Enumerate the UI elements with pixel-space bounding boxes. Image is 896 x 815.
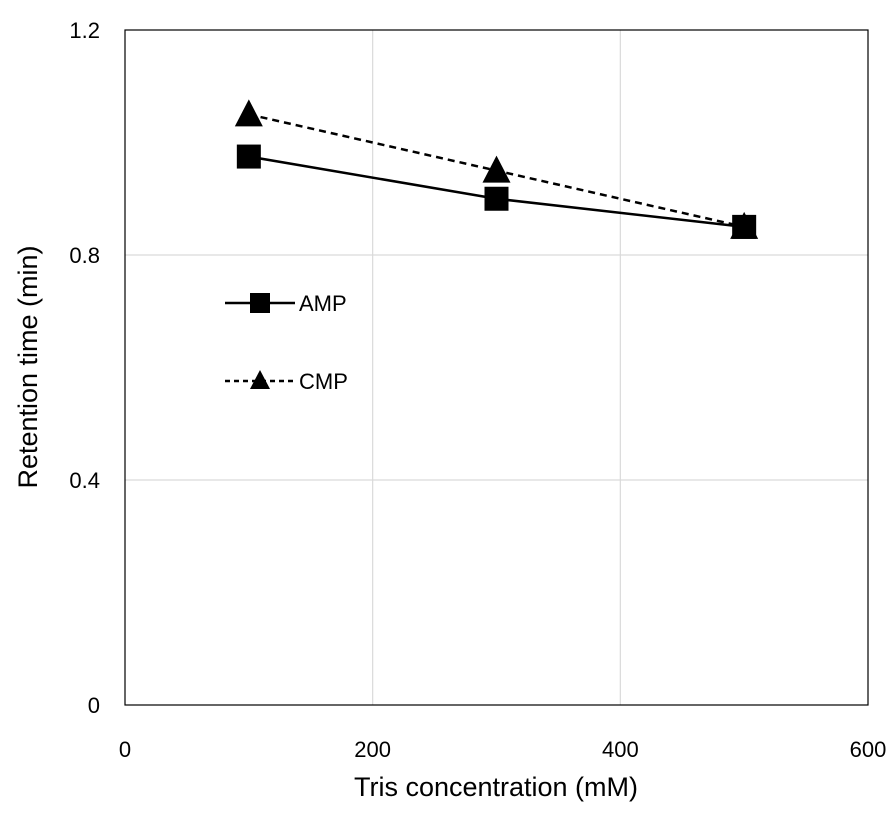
x-tick-label: 0	[119, 737, 131, 762]
plot-area-border	[124, 29, 869, 706]
x-tick-label: 200	[354, 737, 391, 762]
data-point-amp	[236, 144, 261, 169]
y-axis-title: Retention time (min)	[13, 245, 43, 488]
series-layer	[234, 99, 759, 239]
y-tick-label: 1.2	[69, 18, 100, 43]
data-point-cmp	[234, 99, 263, 127]
x-tick-label: 600	[850, 737, 887, 762]
grid-lines	[125, 30, 868, 705]
series-cmp	[234, 99, 759, 239]
legend-cmp-triangle-marker	[250, 370, 270, 389]
y-tick-label: 0.4	[69, 468, 100, 493]
legend-amp-square-marker	[250, 293, 270, 313]
x-axis-title: Tris concentration (mM)	[354, 772, 638, 802]
legend-amp-label: AMP	[299, 291, 347, 316]
y-tick-label: 0	[88, 693, 100, 718]
y-axis-ticks: 0 0.4 0.8 1.2	[69, 18, 100, 718]
data-point-cmp	[730, 211, 759, 239]
x-tick-label: 400	[602, 737, 639, 762]
legend-item-cmp: CMP	[225, 369, 348, 394]
legend-item-amp: AMP	[225, 291, 347, 316]
x-axis-ticks: 0 200 400 600	[119, 737, 886, 762]
legend: AMP CMP	[225, 291, 348, 394]
y-tick-label: 0.8	[69, 243, 100, 268]
legend-cmp-label: CMP	[299, 369, 348, 394]
data-point-cmp	[482, 155, 511, 183]
data-point-amp	[484, 186, 509, 211]
